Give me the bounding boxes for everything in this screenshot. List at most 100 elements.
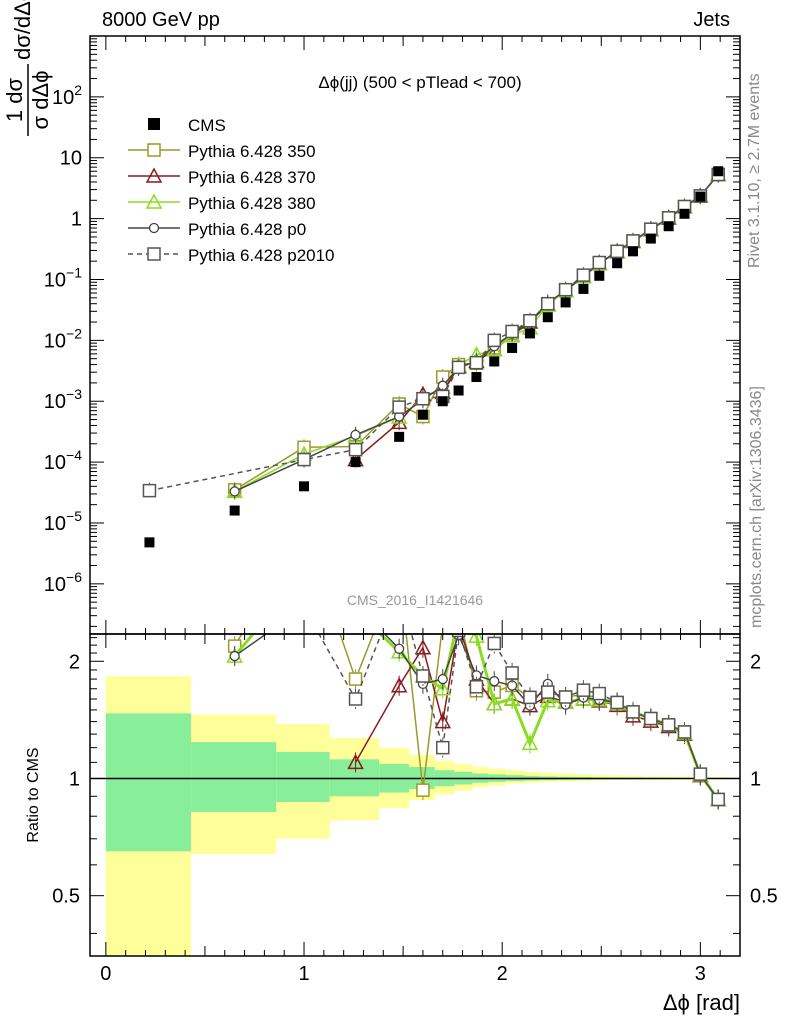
ratio-point [348,672,363,686]
series-4-main [142,166,725,499]
series-point [390,413,408,430]
ratio-point [541,685,555,699]
header-right-label: Jets [693,9,730,31]
cms-point [594,270,605,281]
legend-label: Pythia 6.428 350 [188,142,316,161]
legend: CMS Pythia 6.428 350 Pythia 6.428 370 Pythi… [128,116,335,265]
ratio-y-tick-label: 2 [69,651,80,673]
series-4-ratio [143,441,725,810]
ratio-point [229,650,240,662]
legend-marker [148,222,160,234]
legend-label: Pythia 6.428 370 [188,168,316,187]
series-line [234,174,719,493]
cms-point [645,233,656,244]
ratio-point [437,673,448,685]
series-point [610,244,624,259]
ratio-point [558,690,573,704]
cms-data-points [144,166,724,548]
header-left-label: 8000 GeV pp [102,9,220,31]
series-point [229,486,240,497]
y-axis-label: 1 dσσ dΔϕ dσ/dΔϕ [rad⁻¹] [2,0,53,136]
ratio-point [523,690,537,705]
series-point [592,255,607,270]
series-point [451,360,466,375]
ratio-y-axis-label: Ratio to CMS [25,747,42,842]
ratio-plot-frame [89,633,741,957]
chart-title: Δϕ(jj) (500 < pTlead < 700) [318,73,521,92]
cms-point [542,312,553,323]
ratio-point [390,677,408,693]
series-point [469,355,484,370]
cms-point [560,297,571,308]
cms-point [489,356,500,367]
y-tick-label: 10 [60,148,82,170]
ratio-point [143,441,155,453]
ratio-point [487,636,502,651]
ratio-point [469,680,484,694]
ratio-point [451,634,466,638]
mcplots-credit-label: mcplots.cern.ch [arXiv:1306.3436] [748,386,765,628]
ratio-line [318,634,719,800]
cms-point [713,166,724,177]
series-point [505,324,519,339]
ratio-point [576,683,591,697]
y-axis-label-den: σ dΔϕ [28,71,53,130]
series-point [142,483,157,498]
x-tick-label: 3 [695,963,706,985]
series-point [348,442,363,457]
ratio-point [644,711,658,726]
cms-point [524,328,535,339]
series-point [487,333,502,348]
ratio-point [434,713,451,729]
ratio-point [297,566,311,579]
cms-point [695,191,706,202]
cms-point [394,431,405,442]
ratio-y-tick-label-right: 0.5 [750,886,778,908]
cms-point [663,221,674,232]
legend-marker-cms [148,118,160,130]
legend-label: Pythia 6.428 p2010 [188,246,335,265]
cms-point [627,246,638,257]
series-2-main [226,165,727,500]
ratio-point [414,639,432,655]
y-axis-label-num: 1 dσ [2,78,27,123]
cms-point [437,396,448,407]
ratio-point [393,643,405,654]
ratio-point [453,607,465,619]
cms-point [417,409,428,420]
ratio-point [592,686,607,701]
ratio-point [693,767,708,781]
ratio-point [416,783,430,797]
x-tick-label: 1 [298,963,309,985]
ratio-point [348,692,363,706]
ratio-point [505,666,519,680]
analysis-label: CMS_2016_I1421646 [347,592,483,608]
rivet-version-label: Rivet 3.1.10, ≥ 2.7M events [746,73,763,268]
series-point [392,400,406,414]
x-tick-label: 2 [497,963,508,985]
cms-point [507,342,518,353]
legend-label: Pythia 6.428 380 [188,194,316,213]
ratio-point [661,718,676,732]
series-point [626,234,640,248]
ratio-point [416,669,430,683]
ratio-point [468,634,485,643]
ratio-point [677,725,692,739]
y-tick-label: 10−3 [44,386,82,413]
series-line [149,174,719,492]
series-point [416,391,430,406]
series-point [644,222,658,236]
y-tick-label: 102 [52,82,82,109]
ratio-point [539,692,557,708]
legend-marker [145,193,163,209]
y-tick-label: 10−6 [44,569,82,596]
series-point [297,452,311,467]
ratio-point [452,619,466,632]
cms-point [299,481,310,492]
ratio-point [626,705,640,719]
y-tick-label: 10−1 [44,264,82,291]
stat-band-bin [191,742,277,813]
y-tick-label: 1 [71,209,82,231]
y-tick-label: 10−2 [44,325,82,352]
